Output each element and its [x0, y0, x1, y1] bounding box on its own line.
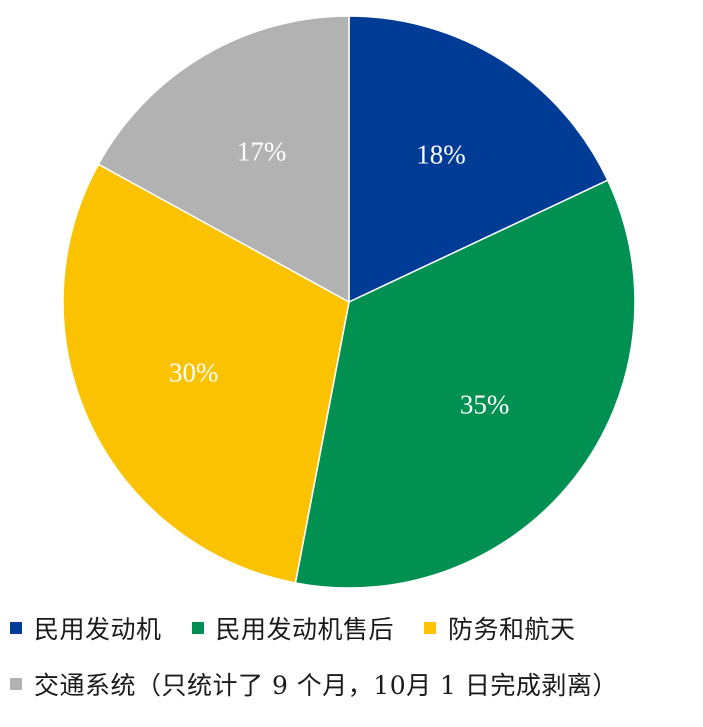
- legend-label: 交通系统（只统计了 9 个月，10月 1 日完成剥离）: [34, 671, 618, 700]
- legend-item-defense-space: 防务和航天: [424, 610, 576, 646]
- legend-swatch: [191, 622, 204, 634]
- pie-slice-4: [97, 15, 350, 304]
- legend-item-civil-aftermarket: 民用发动机售后: [191, 610, 395, 646]
- legend-item-civil-engines: 民用发动机: [10, 610, 162, 646]
- pie-slice-label-2: 35%: [460, 389, 510, 419]
- pie-slice-labels: 18% 35% 30% 17%: [169, 136, 509, 419]
- legend-item-transport-systems: 交通系统（只统计了 9 个月，10月 1 日完成剥离）: [10, 666, 618, 702]
- legend-label: 民用发动机售后: [215, 615, 395, 644]
- legend-label: 民用发动机: [34, 615, 162, 644]
- legend-swatch: [424, 622, 437, 634]
- pie-chart: 18% 35% 30% 17%: [62, 15, 636, 589]
- legend-row-2: 交通系统（只统计了 9 个月，10月 1 日完成剥离）: [10, 664, 648, 704]
- pie-slice-label-4: 17%: [237, 136, 287, 166]
- pie-slice-label-3: 30%: [169, 357, 219, 387]
- pie-slice-2: [294, 179, 636, 589]
- pie-slice-label-1: 18%: [416, 139, 466, 169]
- pie-slice-1: [348, 15, 609, 304]
- legend-row-1: 民用发动机 民用发动机售后 防务和航天: [10, 608, 606, 648]
- legend-swatch: [10, 622, 22, 634]
- legend-swatch: [10, 678, 22, 690]
- legend-label: 防务和航天: [448, 615, 576, 644]
- pie-slice-3: [62, 163, 350, 584]
- pie-slices: [62, 15, 636, 589]
